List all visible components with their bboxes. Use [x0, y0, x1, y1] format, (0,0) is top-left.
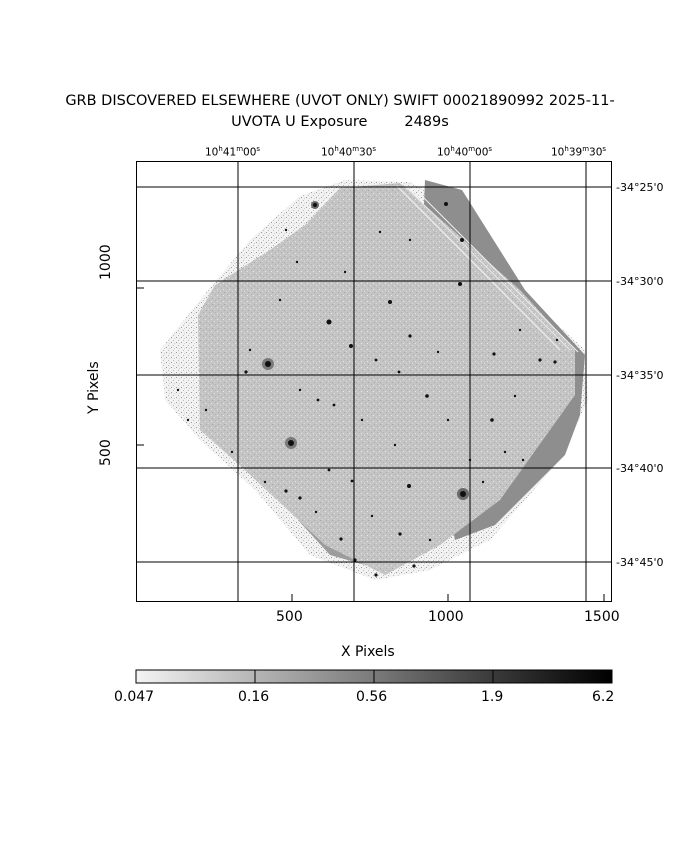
streak-line — [396, 185, 561, 351]
x-tick-label: 500 — [276, 609, 303, 625]
y-tick-label: 500 — [98, 439, 114, 466]
title-line-2: UVOTA U Exposure 2489s — [231, 114, 449, 130]
colorbar-label: 0.16 — [238, 689, 270, 705]
plot-frame — [136, 161, 612, 602]
x-tick-label: 1000 — [428, 609, 464, 625]
dec-tick-label: -34°30'0 — [616, 275, 664, 288]
stars — [176, 201, 559, 577]
title-line-1: GRB DISCOVERED ELSEWHERE (UVOT ONLY) SWI… — [65, 93, 615, 109]
wcs-grid — [136, 161, 612, 602]
dec-tick-label: -34°40'0 — [616, 462, 664, 475]
y-tick-label: 1000 — [98, 244, 114, 280]
colorbar-label: 0.56 — [356, 689, 388, 705]
ra-tick-label: 10h41m00s — [205, 145, 261, 159]
colorbar-label: 0.047 — [114, 689, 155, 705]
axis-ticks — [136, 287, 605, 602]
dec-tick-label: -34°35'0 — [616, 369, 664, 382]
colorbar-label: 6.2 — [592, 689, 615, 705]
x-tick-label: 1500 — [584, 609, 620, 625]
y-axis-label: Y Pixels — [86, 361, 102, 414]
ra-tick-label: 10h39m30s — [551, 145, 607, 159]
streak-line — [404, 185, 571, 351]
x-axis-label: X Pixels — [341, 644, 395, 660]
ra-tick-label: 10h40m30s — [321, 145, 377, 159]
streak-line — [411, 185, 579, 353]
dec-tick-label: -34°25'0 — [616, 181, 664, 194]
colorbar-label: 1.9 — [481, 689, 504, 705]
ra-tick-label: 10h40m00s — [437, 145, 493, 159]
colorbar-ticks — [254, 670, 494, 683]
dec-tick-label: -34°45'0 — [616, 556, 664, 569]
